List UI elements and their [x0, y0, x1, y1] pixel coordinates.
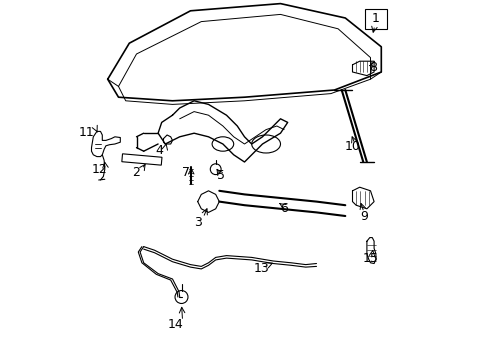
- Text: 6: 6: [280, 202, 287, 215]
- Text: 2: 2: [132, 166, 140, 179]
- Text: 13: 13: [253, 262, 269, 275]
- Text: 12: 12: [91, 163, 107, 176]
- Text: 15: 15: [362, 252, 378, 265]
- Text: 7: 7: [182, 166, 190, 179]
- Text: 8: 8: [368, 61, 377, 74]
- Text: 4: 4: [155, 144, 163, 157]
- Text: 9: 9: [360, 210, 367, 222]
- Text: 1: 1: [371, 12, 379, 24]
- Text: 11: 11: [79, 126, 95, 139]
- Text: 5: 5: [217, 169, 224, 182]
- Text: 3: 3: [194, 216, 202, 229]
- Text: 14: 14: [167, 318, 183, 331]
- Text: 10: 10: [344, 140, 360, 153]
